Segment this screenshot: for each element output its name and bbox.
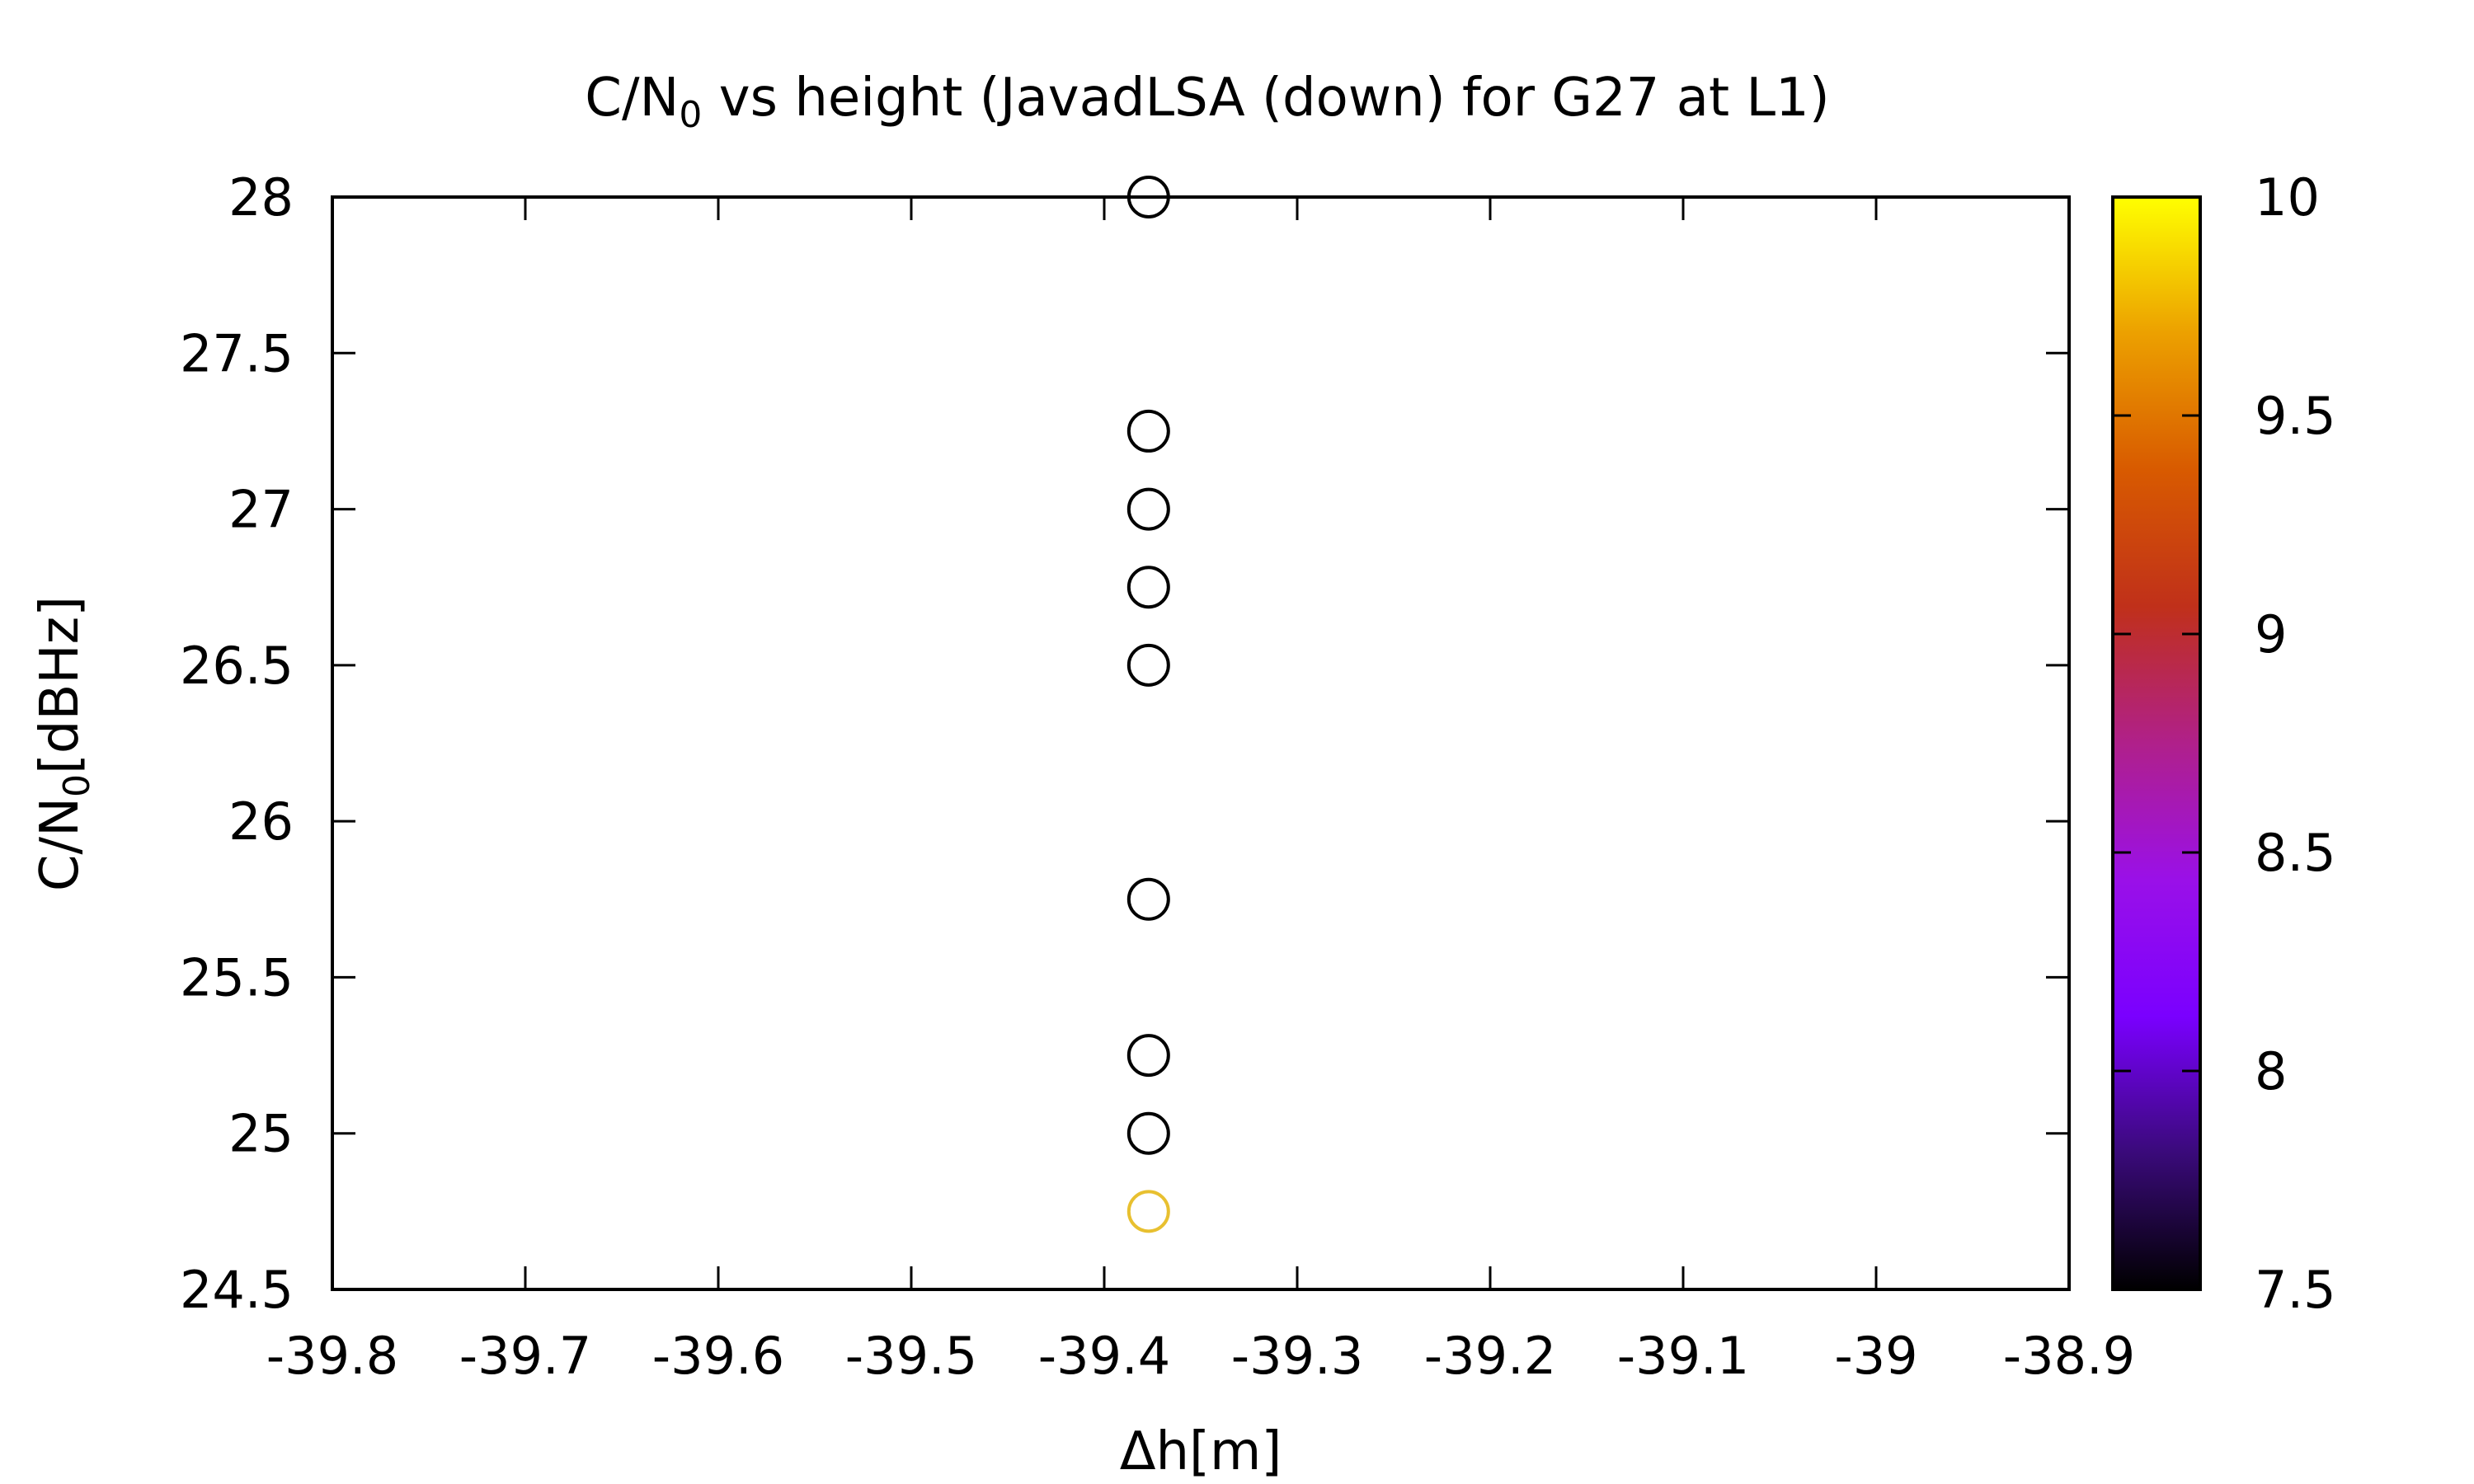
y-tick-label: 24.5 — [180, 1260, 294, 1320]
y-axis-label: C/N0[dBHz] — [30, 596, 98, 891]
x-tick-label: -38.9 — [2003, 1326, 2135, 1386]
x-tick-label: -39.5 — [845, 1326, 977, 1386]
y-tick-label: 28 — [228, 167, 294, 228]
x-tick-label: -39.8 — [266, 1326, 398, 1386]
y-tick-label: 25 — [228, 1104, 294, 1164]
colorbar-tick-label: 8.5 — [2255, 823, 2336, 883]
x-tick-label: -39.1 — [1617, 1326, 1749, 1386]
y-tick-labels: 24.5 25 25.5 26 26.5 27 27.5 28 — [180, 167, 294, 1320]
data-point — [1126, 1034, 1170, 1078]
x-tick-label: -39.6 — [652, 1326, 784, 1386]
y-tick-label: 26 — [228, 791, 294, 852]
data-point — [1126, 877, 1170, 921]
data-point — [1126, 1190, 1170, 1233]
data-point — [1126, 487, 1170, 531]
colorbar-tick-label: 9 — [2255, 604, 2287, 665]
colorbar-labels: 7.5 8 8.5 9 9.5 10 — [2255, 167, 2336, 1320]
x-tick-label: -39 — [1834, 1326, 1917, 1386]
x-tick-label: -39.2 — [1424, 1326, 1556, 1386]
colorbar-tick-label: 10 — [2255, 167, 2320, 228]
data-point — [1126, 566, 1170, 609]
axis-ticks — [331, 195, 2071, 1291]
colorbar-tick-label: 7.5 — [2255, 1260, 2336, 1320]
data-point — [1126, 1111, 1170, 1155]
chart-title: C/N0 vs height (JavadLSA (down) for G27 … — [585, 68, 1829, 136]
data-point — [1126, 643, 1170, 687]
x-tick-label: -39.4 — [1038, 1326, 1170, 1386]
colorbar-ticks — [2113, 195, 2200, 1291]
y-tick-label: 27.5 — [180, 323, 294, 383]
colorbar-tick-label: 9.5 — [2255, 386, 2336, 446]
y-tick-label: 27 — [228, 480, 294, 540]
plot-frame — [331, 195, 2071, 1291]
data-point — [1126, 409, 1170, 453]
colorbar-tick-label: 8 — [2255, 1041, 2287, 1101]
colorbar — [2111, 195, 2202, 1291]
x-tick-label: -39.3 — [1231, 1326, 1363, 1386]
x-tick-label: -39.7 — [459, 1326, 591, 1386]
y-tick-label: 25.5 — [180, 947, 294, 1007]
x-tick-labels: -39.8 -39.7 -39.6 -39.5 -39.4 -39.3 -39.2 -39.1… — [266, 1326, 2135, 1386]
y-tick-label: 26.5 — [180, 636, 294, 696]
x-axis-label: Δh[m] — [1120, 1421, 1282, 1482]
data-points — [1126, 176, 1170, 1233]
